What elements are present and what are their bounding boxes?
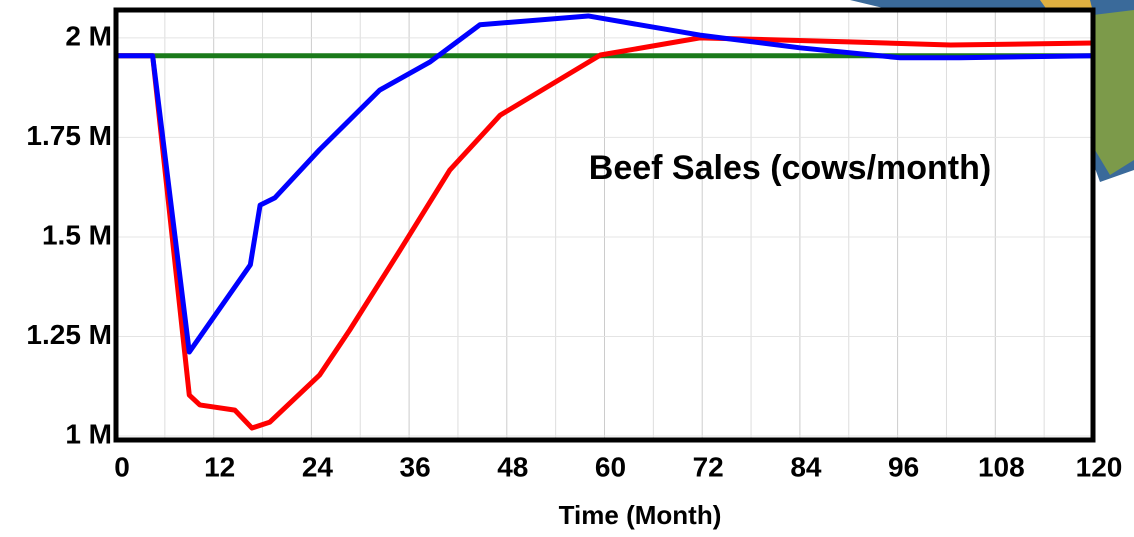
x-tick-label: 120: [1076, 451, 1123, 482]
x-tick-label: 96: [888, 451, 919, 482]
x-tick-label: 72: [693, 451, 724, 482]
x-tick-label: 108: [978, 451, 1025, 482]
plot-border: [113, 7, 1096, 443]
y-tick-label: 1.75 M: [26, 120, 112, 151]
map-decoration: [850, 0, 1134, 182]
y-tick-label: 1.5 M: [42, 219, 112, 250]
x-tick-label: 0: [114, 451, 130, 482]
x-tick-label: 24: [302, 451, 334, 482]
annotation: Beef Sales (cows/month): [589, 149, 991, 187]
series-line: [116, 13, 1094, 355]
x-tick-label: 12: [204, 451, 235, 482]
x-tick-label: 84: [790, 451, 822, 482]
x-tick-label: 48: [497, 451, 528, 482]
x-axis-label: Time (Month): [559, 500, 722, 530]
y-tick-label: 1.25 M: [26, 319, 112, 350]
x-tick-label: 36: [400, 451, 431, 482]
y-tick-label: 2 M: [65, 20, 112, 51]
y-tick-label: 1 M: [65, 418, 112, 449]
x-tick-label: 60: [595, 451, 626, 482]
